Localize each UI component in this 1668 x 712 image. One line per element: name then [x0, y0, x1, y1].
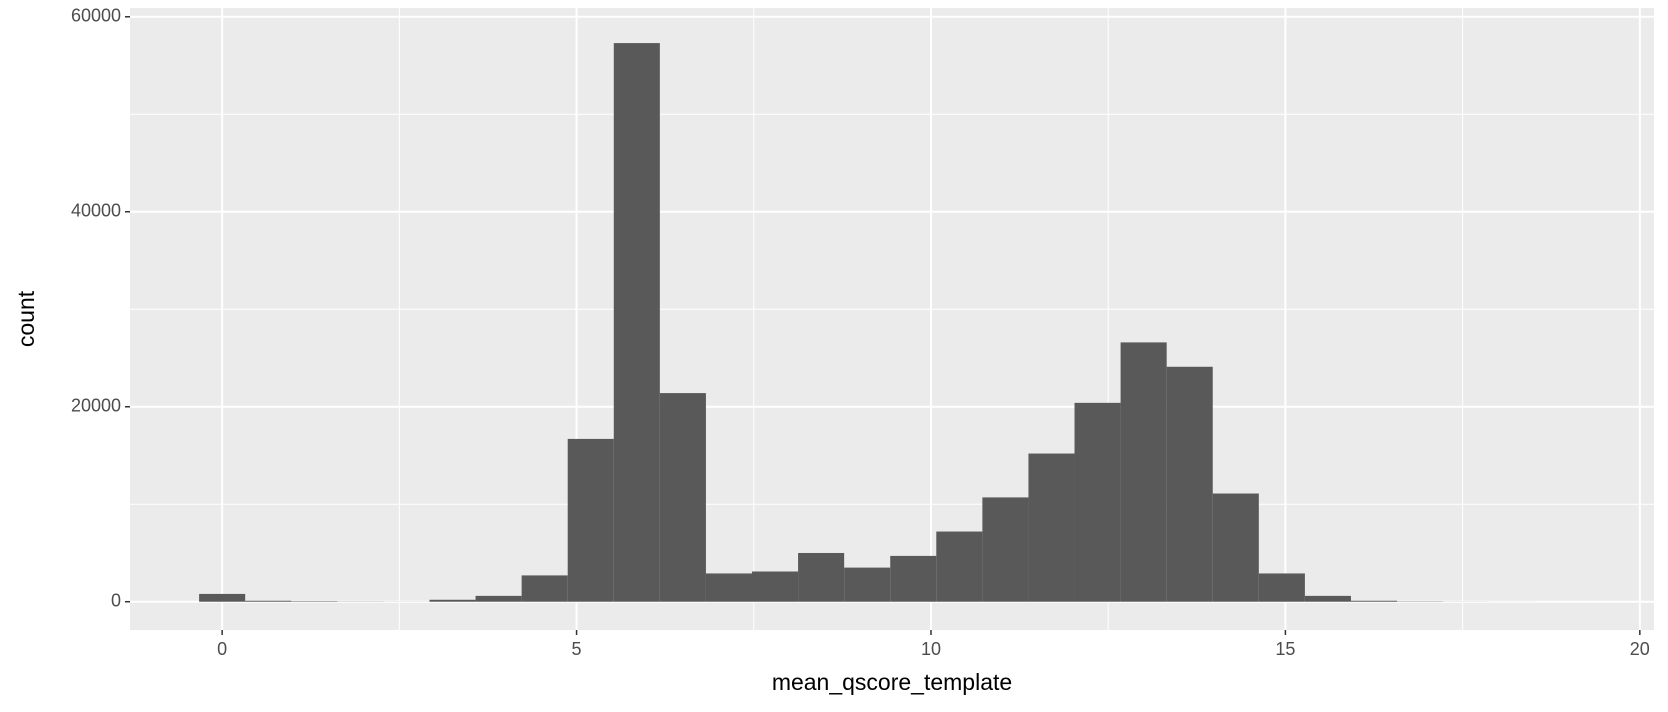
- bar: [982, 497, 1029, 602]
- panel: [130, 8, 1654, 630]
- bar: [1120, 342, 1167, 602]
- bar: [1212, 493, 1259, 602]
- bar: [936, 531, 983, 602]
- bar: [521, 575, 568, 602]
- bar: [705, 573, 753, 602]
- y-tick-label: 0: [111, 590, 121, 610]
- bar: [890, 555, 937, 602]
- bar: [1166, 366, 1213, 602]
- bar: [844, 567, 891, 602]
- x-tick-label: 5: [572, 639, 582, 659]
- bar: [1258, 573, 1305, 602]
- y-tick-label: 60000: [71, 6, 121, 26]
- x-tick-label: 15: [1275, 639, 1295, 659]
- bar: [1074, 402, 1121, 602]
- x-tick-label: 10: [921, 639, 941, 659]
- x-tick-label: 0: [217, 639, 227, 659]
- bar: [798, 552, 845, 602]
- bar: [245, 600, 292, 602]
- bar: [429, 599, 476, 602]
- y-axis-title: count: [13, 290, 39, 347]
- y-tick-label: 40000: [71, 201, 121, 221]
- bar: [199, 593, 246, 602]
- bar: [1028, 453, 1075, 602]
- x-axis-title: mean_qscore_template: [772, 669, 1012, 695]
- bar: [1350, 600, 1398, 602]
- bar: [752, 571, 799, 602]
- bar: [613, 43, 660, 602]
- bar: [1304, 595, 1351, 602]
- bar: [475, 595, 522, 602]
- x-tick-label: 20: [1630, 639, 1650, 659]
- bar: [567, 438, 614, 602]
- bar: [659, 393, 706, 602]
- y-tick-label: 20000: [71, 395, 121, 415]
